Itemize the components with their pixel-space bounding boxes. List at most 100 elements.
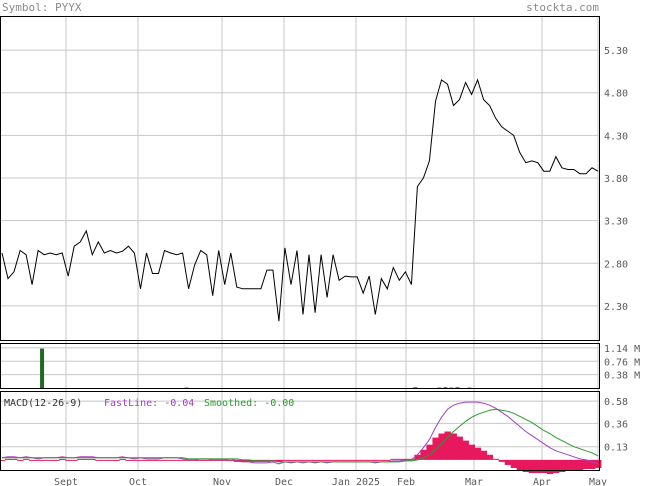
grid [0,16,600,470]
macd-histogram-bar [227,459,235,461]
macd-histogram-bar [330,459,337,461]
macd-histogram-bar [293,459,301,461]
macd-histogram-bar [239,459,247,462]
macd-histogram-bar [306,459,313,461]
macd-histogram-bar [498,459,506,462]
x-tick-label: Sept [54,477,78,486]
x-tick-label: May [589,477,607,486]
macd-histogram-bar [594,459,602,468]
macd-histogram-bar [348,459,355,461]
macd-smoothed-label: Smoothed: -0.00 [204,398,294,409]
macd-histogram-bar [179,459,187,461]
macd-histogram-bar [59,458,66,460]
macd-histogram-bar [5,458,12,460]
macd-title: MACD(12-26-9) [4,398,82,409]
macd-histogram-bar [89,458,96,460]
macd-y-tick-label: 0.36 [604,419,628,430]
macd-histogram-bar [516,459,524,470]
price-panel [1,78,599,322]
macd-histogram-bar [221,459,229,461]
site-label: stockta.com [526,1,599,14]
macd-histogram-bar [155,459,162,461]
macd-histogram-bar [522,459,530,473]
x-tick-label: Dec [275,477,293,486]
macd-histogram-bar [528,459,536,474]
macd-histogram-bar [300,459,307,461]
price-y-tick-label: 2.80 [604,259,628,270]
macd-histogram-bar [456,436,463,460]
macd-histogram-bar [402,458,409,460]
macd-histogram-bar [23,458,30,460]
macd-histogram-bar [11,458,18,460]
macd-histogram-bar [191,459,199,461]
volume-y-tick-label: 1.14 M [604,344,640,355]
macd-histogram-bar [474,447,482,460]
macd-histogram-bar [95,459,102,461]
macd-histogram-bar [438,433,445,460]
macd-histogram-bar [336,459,343,461]
macd-histogram-bar [576,459,584,470]
x-tick-label: Nov [213,477,231,486]
macd-histogram-bar [396,458,403,460]
macd-histogram-bar [468,444,475,460]
volume-frame [0,343,600,389]
volume-bar [455,387,460,389]
macd-histogram-bar [77,458,84,460]
macd-histogram-bar [41,459,48,461]
macd-histogram-bar [384,459,391,461]
price-y-tick-label: 3.30 [604,217,628,228]
macd-smoothed-line [2,408,599,463]
macd-histogram-bar [510,459,518,468]
macd-histogram-bar [83,458,90,460]
macd-histogram-bar [245,459,253,462]
macd-histogram-bar [582,459,590,469]
macd-histogram-bar [390,458,397,460]
macd-histogram-bar [318,459,325,461]
macd-histogram-bar [366,459,373,461]
volume-y-tick-label: 0.76 M [604,357,640,368]
macd-histogram-bar [312,459,319,461]
price-frame [0,16,600,341]
x-tick-label: Oct [129,477,147,486]
macd-histogram-bar [492,458,500,460]
macd-histogram-bar [137,459,144,461]
volume-bar [443,387,448,389]
macd-histogram-bar [125,459,132,461]
price-y-tick-label: 3.80 [604,174,628,185]
volume-panel [40,348,472,389]
macd-histogram-bar [47,459,54,461]
macd-histogram-bar [71,459,78,461]
macd-histogram-bar [342,459,349,461]
macd-histogram-bar [167,459,174,461]
macd-histogram-bar [53,459,60,461]
volume-bar [413,387,418,389]
macd-histogram-bar [378,459,385,461]
price-y-tick-label: 2.30 [604,302,628,313]
macd-panel [0,401,602,475]
macd-histogram-bar [420,449,427,460]
macd-y-tick-label: 0.13 [604,443,628,454]
macd-histogram-bar [558,459,566,473]
price-line [1,78,599,322]
macd-histogram-bar [281,459,289,461]
macd-histogram-bar [534,459,542,474]
macd-histogram-bar [450,433,457,460]
macd-histogram-bar [119,458,126,460]
macd-y-tick-label: 0.58 [604,397,628,408]
macd-histogram-bar [486,454,494,460]
macd-histogram-bar [65,459,72,461]
symbol-label: Symbol: PYYX [2,1,82,14]
macd-histogram-bar [0,459,6,461]
macd-histogram-bar [35,459,42,461]
macd-histogram-bar [113,459,120,461]
macd-histogram-bar [29,459,36,461]
x-tick-label: Mar [465,477,483,486]
macd-histogram-bar [546,459,554,475]
macd-histogram-bar [564,459,572,472]
macd-histogram-bar [360,459,367,461]
macd-histogram-bar [143,459,150,461]
volume-bar [40,348,45,388]
macd-histogram-bar [197,459,205,461]
x-tick-label: Feb [397,477,415,486]
